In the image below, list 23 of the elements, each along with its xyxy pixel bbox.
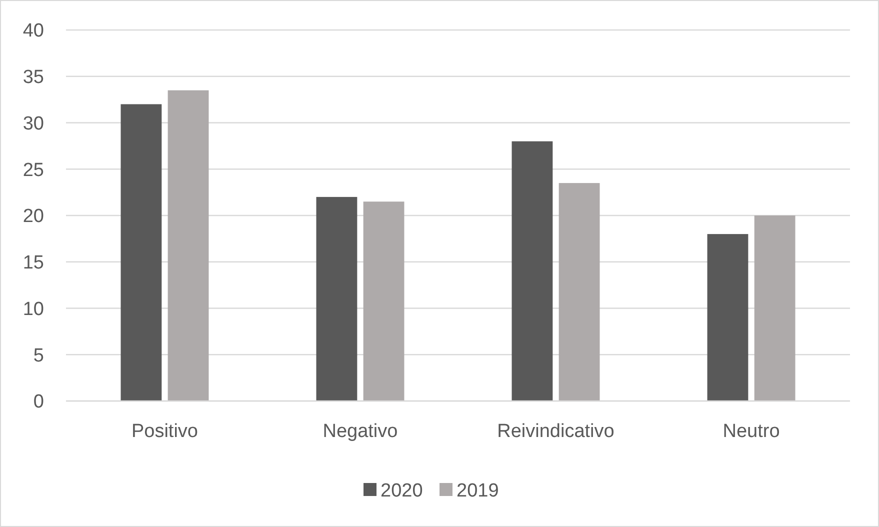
y-tick-label: 25 <box>22 160 44 181</box>
x-tick-label: Positivo <box>131 421 198 442</box>
x-tick-label: Neutro <box>722 421 780 442</box>
bar <box>512 141 553 401</box>
y-tick-label: 10 <box>22 298 44 320</box>
bar <box>120 104 162 401</box>
bar <box>707 234 748 401</box>
y-tick-label: 40 <box>22 20 44 42</box>
bar <box>316 196 358 401</box>
bar <box>754 216 796 401</box>
legend-label: 2019 <box>456 480 499 502</box>
y-tick-label: 0 <box>33 392 44 413</box>
x-tick-label: Negativo <box>322 421 398 442</box>
y-tick-label: 35 <box>22 67 44 88</box>
y-tick-label: 5 <box>33 345 44 366</box>
bar <box>558 183 600 401</box>
x-tick-label: Reivindicativo <box>497 421 614 442</box>
y-tick-label: 15 <box>22 252 44 274</box>
legend-label: 2020 <box>380 480 423 502</box>
bar <box>363 202 404 401</box>
bar <box>168 90 209 401</box>
y-tick-label: 20 <box>22 206 44 228</box>
y-tick-label: 30 <box>22 113 44 134</box>
